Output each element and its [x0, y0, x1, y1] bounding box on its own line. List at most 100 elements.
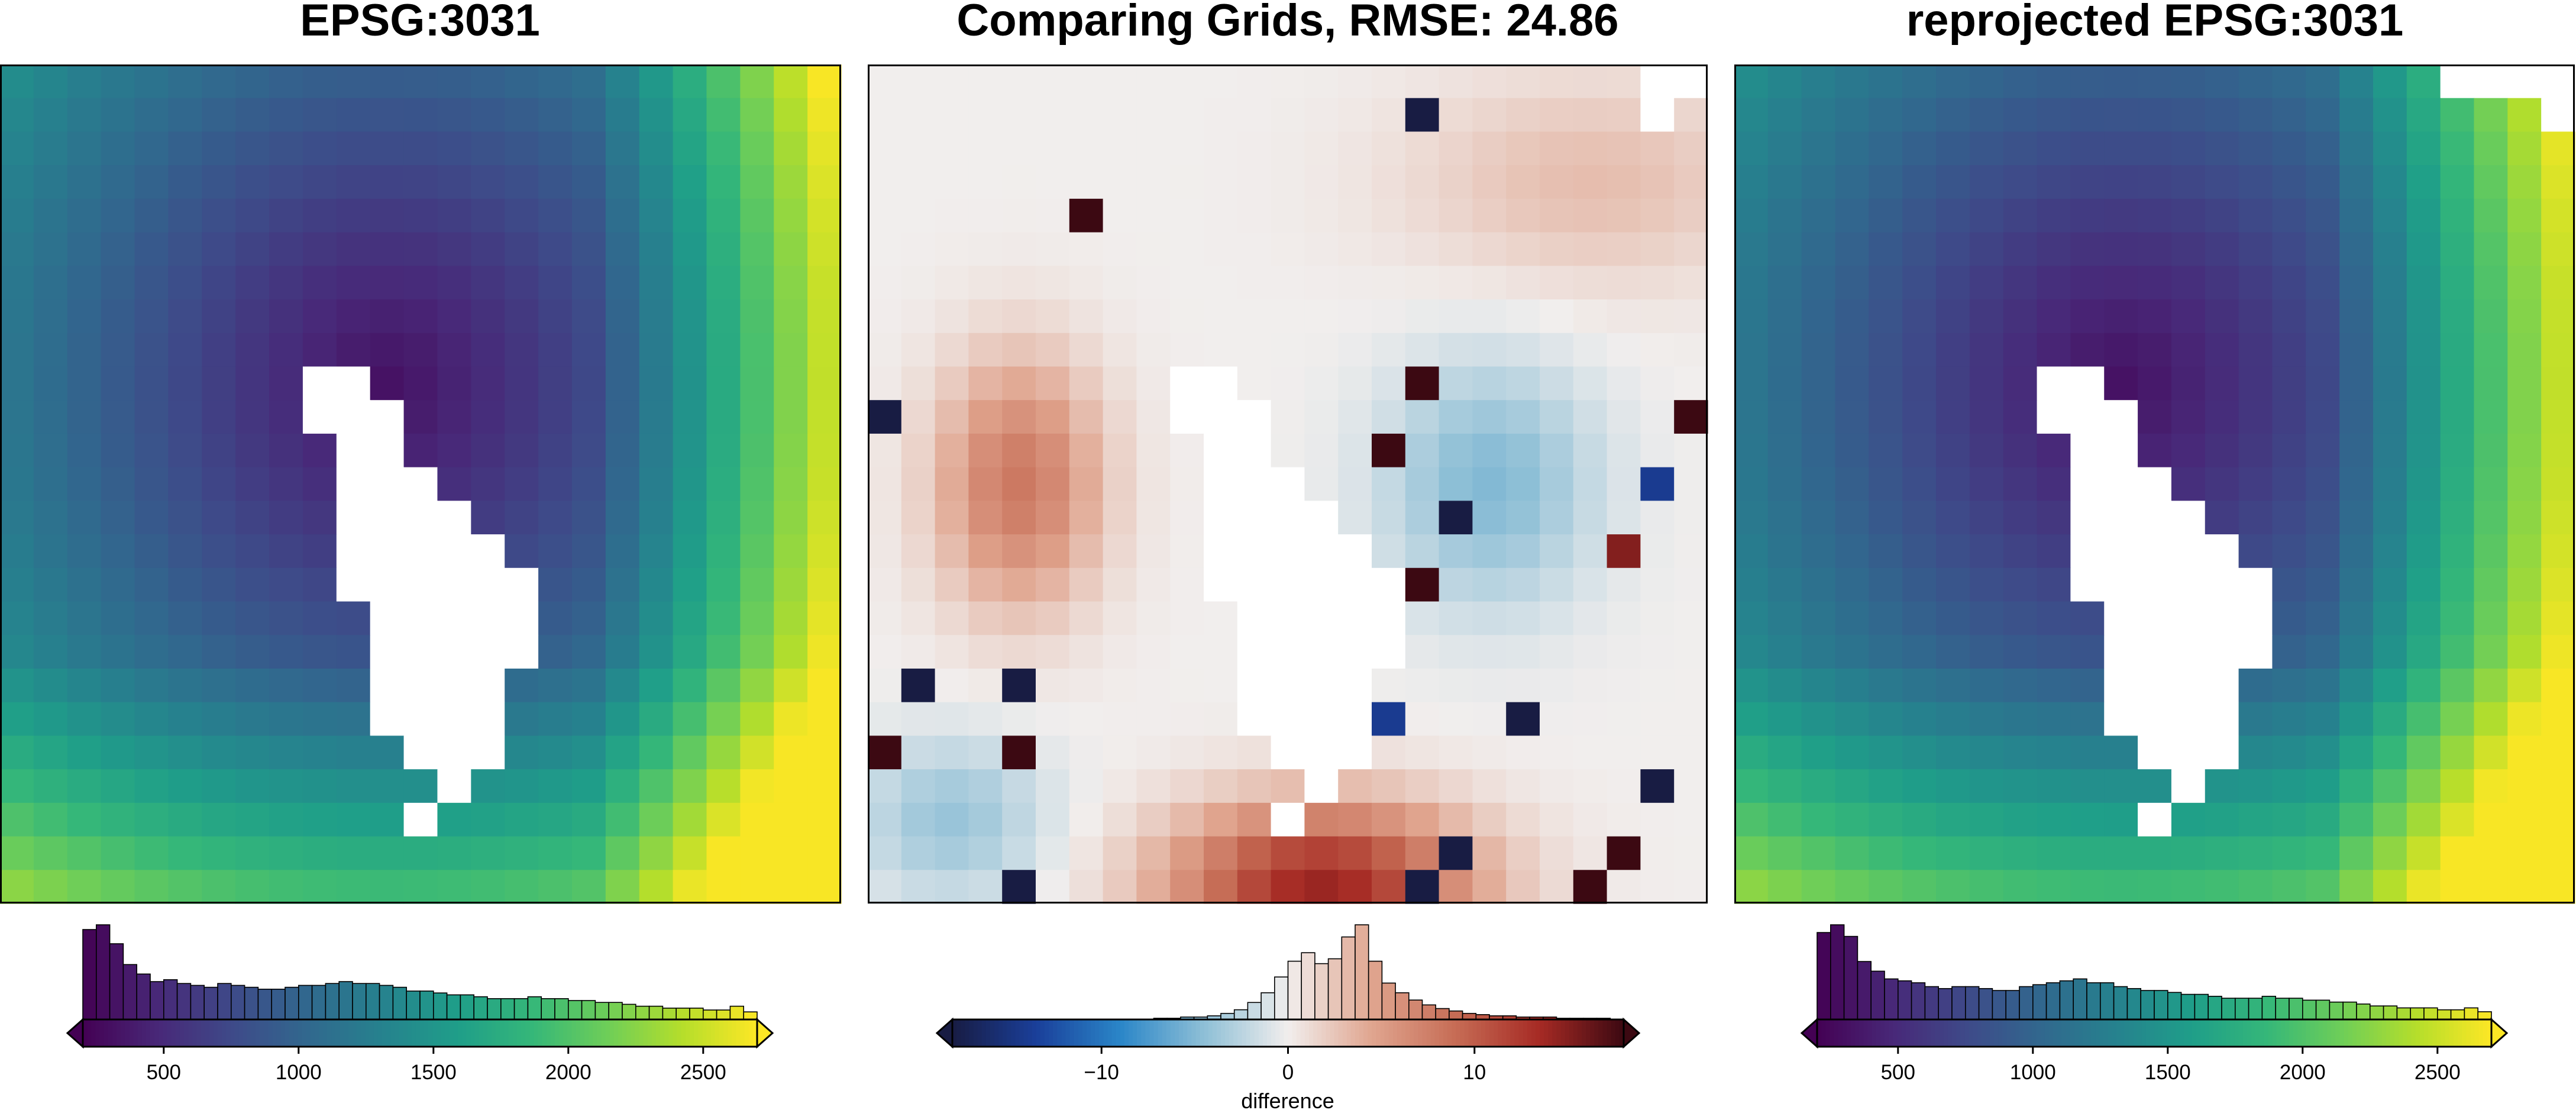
colorbar-segment: [1594, 1019, 1599, 1047]
grid-cell: [1936, 131, 1970, 166]
grid-cell: [1069, 836, 1104, 870]
colorbar-segment: [1880, 1019, 1885, 1047]
grid-cell: [1734, 64, 1769, 99]
grid-cell: [774, 333, 808, 367]
colorbar-segment: [1893, 1019, 1898, 1047]
grid-cell: [740, 836, 774, 870]
grid-cell: [1237, 702, 1272, 736]
grid-cell: [370, 131, 405, 166]
grid-cell: [1869, 232, 1903, 266]
colorbar-segment: [2247, 1019, 2252, 1047]
grid-cell: [1204, 131, 1238, 166]
colorbar-segment: [179, 1019, 185, 1047]
grid-cell: [134, 635, 169, 669]
grid-cell: [1573, 266, 1608, 300]
grid-cell: [1372, 769, 1406, 804]
grid-cell: [2070, 266, 2105, 300]
grid-cell: [33, 64, 68, 99]
grid-cell: [1540, 668, 1574, 703]
grid-cell: [1237, 836, 1272, 870]
grid-cell: [706, 165, 741, 199]
grid-cell: [1734, 534, 1769, 569]
grid-cell: [706, 601, 741, 635]
grid-cell: [1372, 232, 1406, 266]
grid-cell: [2541, 400, 2575, 434]
grid-cell: [1640, 567, 1675, 602]
colorbar-segment: [668, 1019, 674, 1047]
grid-cell: [2205, 802, 2239, 837]
colorbar-segment: [395, 1019, 400, 1047]
colorbar-segment: [1947, 1019, 1953, 1047]
grid-cell: [471, 400, 505, 434]
grid-cell: [1734, 601, 1769, 635]
grid-cell: [868, 601, 902, 635]
grid-cell: [538, 366, 573, 401]
colorbar-segment: [664, 1019, 670, 1047]
histogram-bar: [1395, 992, 1410, 1020]
grid-cell: [1271, 702, 1305, 736]
grid-cell: [807, 567, 842, 602]
grid-cell: [2070, 534, 2105, 569]
grid-cell: [67, 501, 102, 535]
grid-cell: [2406, 635, 2441, 669]
colorbar-segment: [1267, 1019, 1272, 1047]
grid-cell: [2171, 702, 2206, 736]
grid-cell: [168, 836, 202, 870]
grid-cell: [538, 232, 573, 266]
grid-cell: [807, 802, 842, 837]
grid-cell: [1304, 366, 1339, 401]
grid-cell: [2138, 400, 2172, 434]
grid-cell: [1734, 702, 1769, 736]
colorbar-segment: [234, 1019, 240, 1047]
grid-cell: [1767, 266, 1802, 300]
grid-cell: [571, 232, 606, 266]
grid-cell: [403, 131, 438, 166]
grid-cell: [2272, 534, 2306, 569]
grid-cell: [673, 232, 707, 266]
colorbar-segment: [1981, 1019, 1986, 1047]
histogram-bar: [2045, 982, 2061, 1020]
grid-cell: [168, 567, 202, 602]
grid-cell: [2339, 870, 2374, 904]
colorbar-segment: [1859, 1019, 1864, 1047]
grid-cell: [901, 467, 936, 501]
colorbar-segment: [589, 1019, 593, 1047]
grid-cell: [605, 467, 640, 501]
grid-cell: [471, 870, 505, 904]
grid-cell: [1472, 601, 1507, 635]
grid-cell: [134, 769, 169, 804]
grid-cell: [2238, 165, 2273, 199]
colorbar-segment: [2419, 1019, 2425, 1047]
grid-cell: [0, 501, 34, 535]
grid-cell: [2003, 836, 2038, 870]
grid-cell: [1372, 836, 1406, 870]
grid-cell: [1136, 299, 1171, 334]
grid-cell: [1640, 131, 1675, 166]
grid-cell: [1271, 534, 1305, 569]
colorbar-segment: [1338, 1019, 1343, 1047]
panel-title-difference: Comparing Grids, RMSE: 24.86: [956, 0, 1618, 46]
grid-cell: [1767, 501, 1802, 535]
colorbar-segment: [2339, 1019, 2345, 1047]
grid-cell: [1204, 870, 1238, 904]
grid-cell: [2339, 836, 2374, 870]
grid-cell: [740, 98, 774, 133]
grid-cell: [1439, 266, 1473, 300]
grid-cell: [2541, 333, 2575, 367]
grid-cell: [706, 870, 741, 904]
grid-cell: [471, 266, 505, 300]
grid-cell: [2003, 64, 2038, 99]
grid-cell: [639, 400, 674, 434]
grid-cell: [1472, 299, 1507, 334]
colorbar-segment: [1447, 1019, 1452, 1047]
grid-cell: [1170, 467, 1204, 501]
grid-cell: [2003, 299, 2038, 334]
grid-cell: [2138, 601, 2172, 635]
colorbar-segment: [238, 1019, 244, 1047]
grid-cell: [1405, 333, 1440, 367]
grid-cell: [1237, 501, 1272, 535]
colorbar-segment: [454, 1019, 458, 1047]
grid-cell: [1674, 501, 1708, 535]
grid-cell: [1338, 567, 1372, 602]
colorbar-segment: [2314, 1019, 2319, 1047]
